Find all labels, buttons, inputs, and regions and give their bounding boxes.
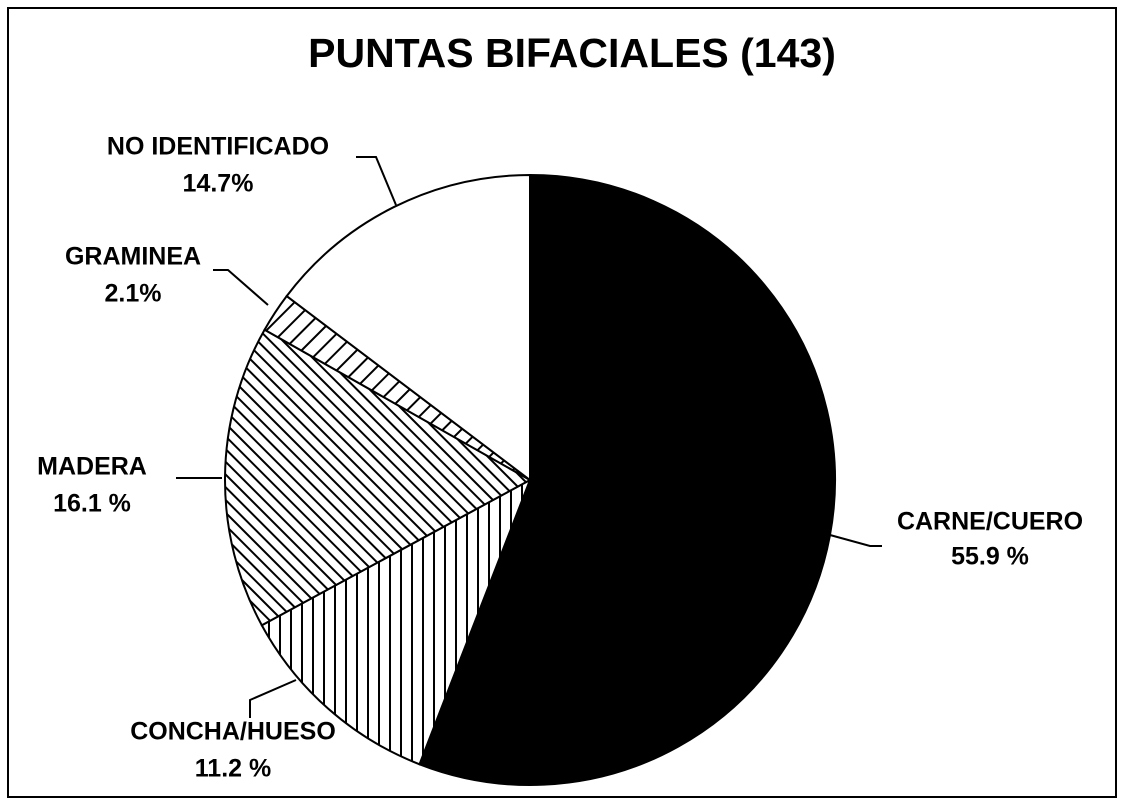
pie-slice: [260, 477, 532, 766]
slice-label: MADERA: [37, 453, 147, 481]
leader-line: [356, 156, 397, 206]
leader-line: [213, 269, 269, 306]
slice-label: CARNE/CUERO: [897, 508, 1083, 536]
pie-slice: [285, 173, 531, 483]
slice-label: GRAMINEA: [65, 243, 201, 271]
chart-title: PUNTAS BIFACIALES (143): [308, 30, 836, 76]
slice-value-label: 11.2 %: [195, 755, 271, 783]
slice-value-label: 14.7%: [183, 170, 254, 198]
leader-line: [829, 534, 882, 547]
leader-line: [249, 679, 297, 718]
slice-label: CONCHA/HUESO: [130, 718, 336, 746]
slice-label: NO IDENTIFICADO: [107, 133, 329, 161]
slice-value-label: 16.1 %: [53, 490, 131, 518]
pie-slice: [418, 173, 836, 786]
slice-value-label: 55.9 %: [951, 543, 1029, 571]
pie-slice: [224, 328, 533, 627]
slice-value-label: 2.1%: [105, 280, 162, 308]
